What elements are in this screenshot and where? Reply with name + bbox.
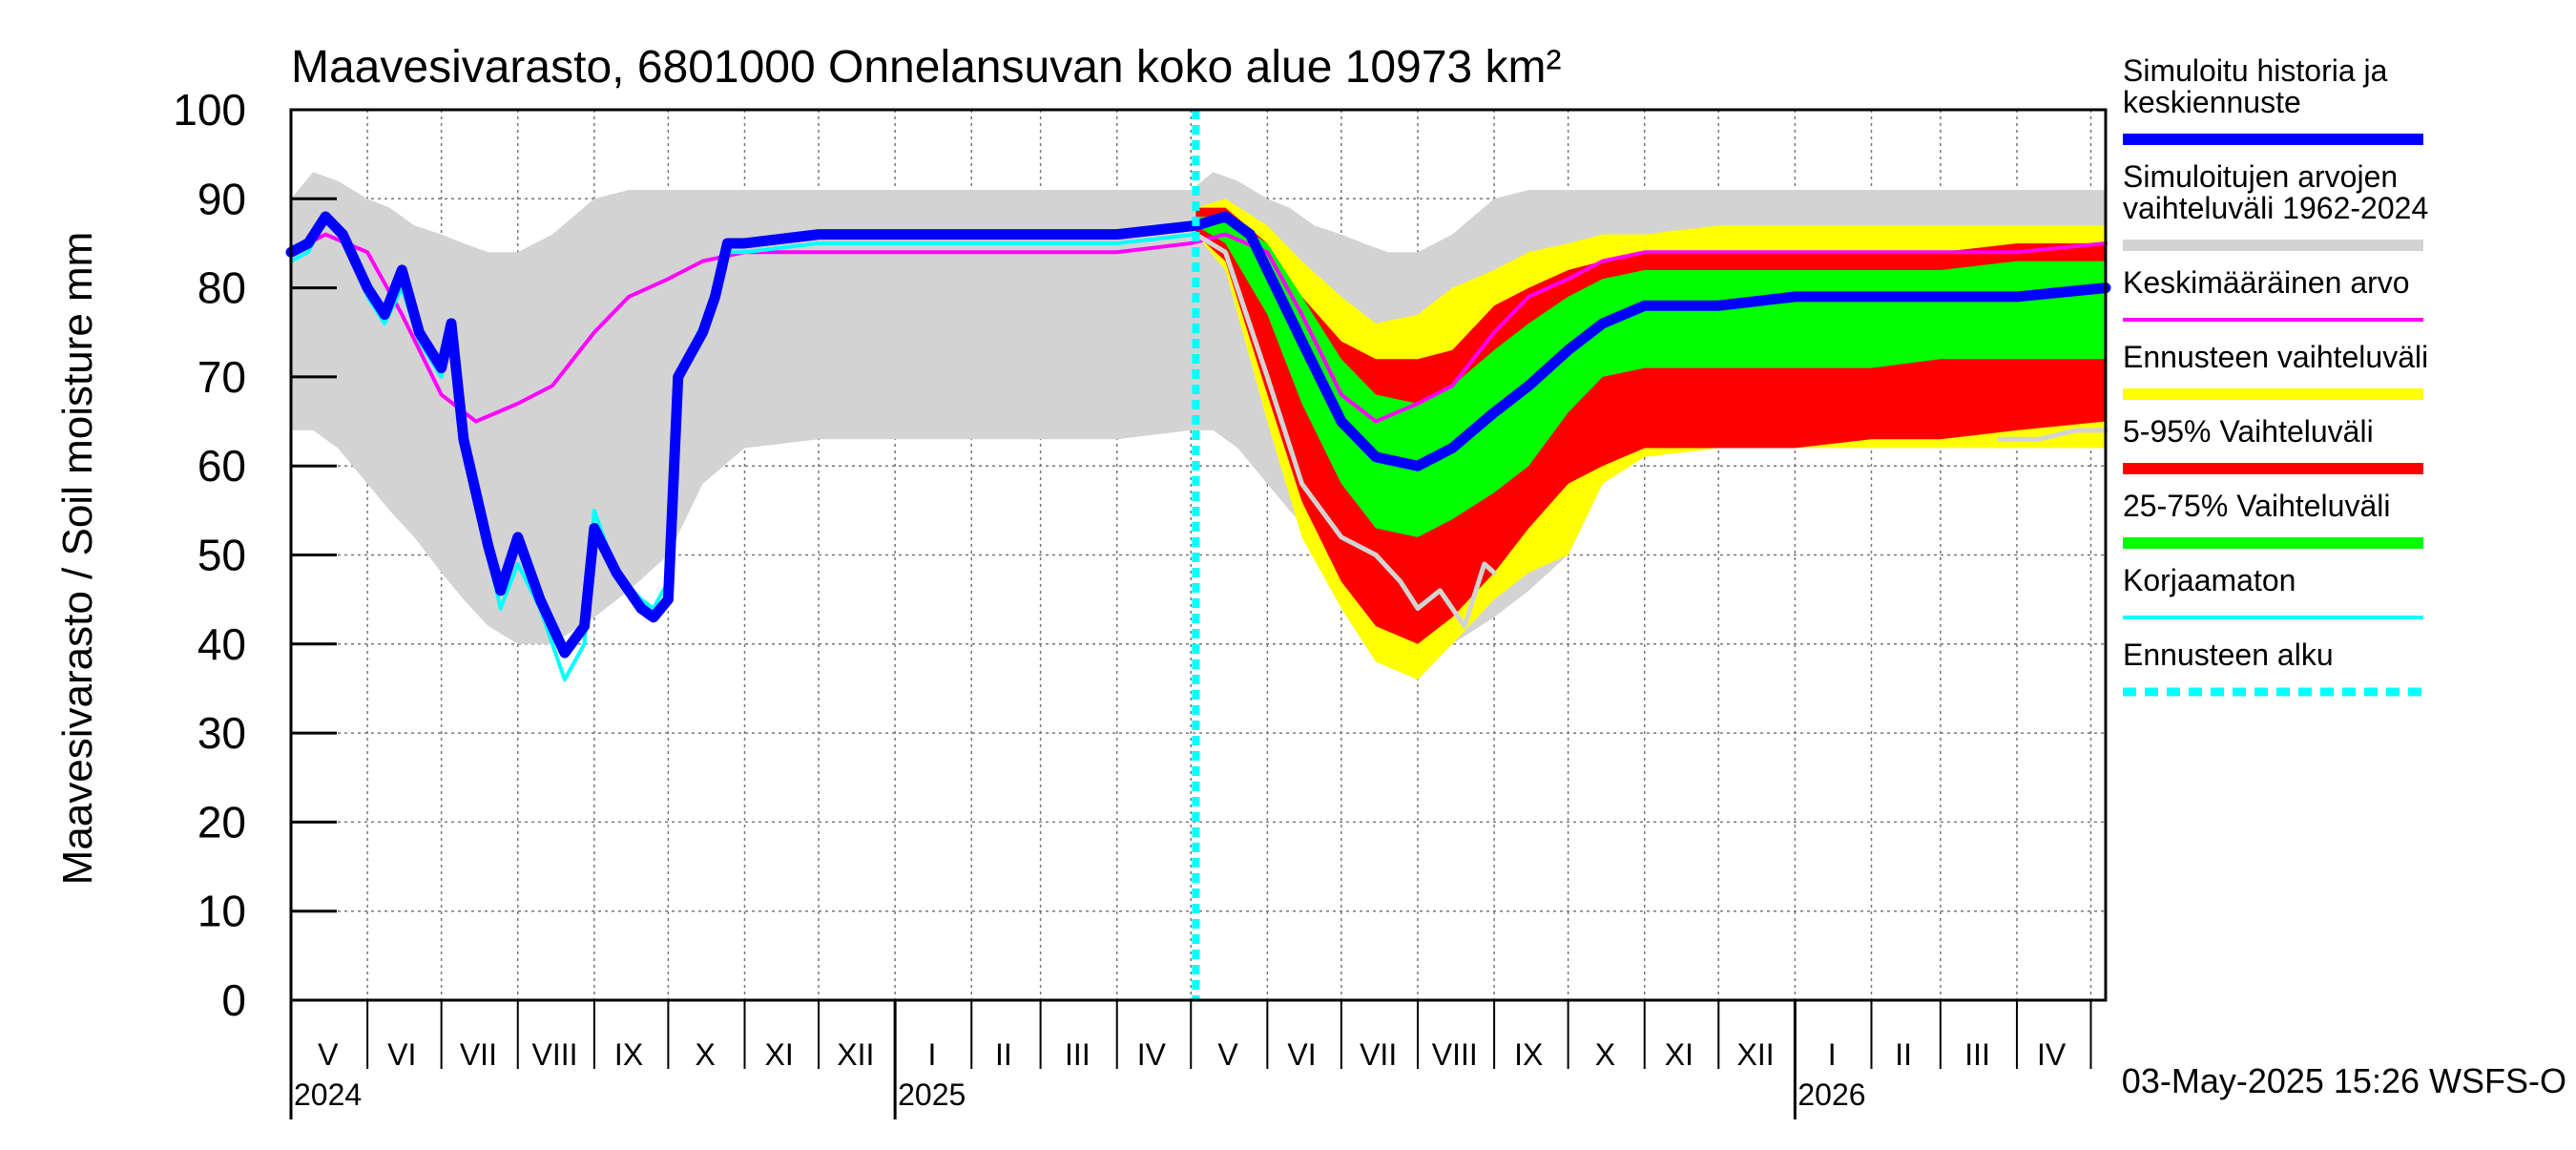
y-axis-label: Maavesivarasto / Soil moisture mm — [54, 232, 101, 886]
x-month-label: II — [1895, 1037, 1912, 1072]
y-tick-label: 50 — [197, 531, 246, 580]
x-month-label: XI — [765, 1037, 794, 1072]
series-line — [1997, 428, 2109, 442]
legend-label: Simuloitujen arvojen — [2123, 159, 2398, 194]
x-year-label: 2024 — [294, 1077, 362, 1112]
x-month-label: III — [1964, 1037, 1990, 1072]
y-tick-label: 90 — [197, 174, 246, 223]
y-tick-label: 60 — [197, 441, 246, 491]
x-year-label: 2025 — [898, 1077, 966, 1112]
y-tick-label: 10 — [197, 887, 246, 936]
series-line — [285, 211, 2111, 659]
x-month-label: XI — [1665, 1037, 1693, 1072]
y-tick-label: 80 — [197, 263, 246, 313]
y-tick-label: 70 — [197, 352, 246, 402]
x-month-label: XII — [1736, 1037, 1774, 1072]
x-month-label: IX — [1514, 1037, 1543, 1072]
x-month-label: III — [1065, 1037, 1091, 1072]
x-month-label: I — [927, 1037, 936, 1072]
y-tick-label: 100 — [173, 85, 246, 135]
x-month-label: V — [1217, 1037, 1238, 1072]
legend-label: Simuloitu historia ja — [2123, 53, 2388, 88]
x-month-label: VIII — [1432, 1037, 1478, 1072]
timestamp-label: 03-May-2025 15:26 WSFS-O — [2122, 1061, 2566, 1100]
plot-area — [285, 109, 2111, 1001]
x-year-label: 2026 — [1797, 1077, 1865, 1112]
legend-label: Keskimääräinen arvo — [2123, 265, 2410, 300]
x-month-label: V — [318, 1037, 339, 1072]
legend-label: 5-95% Vaihteluväli — [2123, 414, 2374, 449]
legend-label: vaihteluväli 1962-2024 — [2123, 191, 2428, 225]
x-month-label: IX — [614, 1037, 643, 1072]
x-month-label: XII — [837, 1037, 874, 1072]
x-month-label: VI — [1287, 1037, 1316, 1072]
legend-label: Ennusteen alku — [2123, 638, 2334, 672]
x-month-label: VI — [387, 1037, 416, 1072]
series-line — [289, 232, 2108, 424]
y-tick-label: 40 — [197, 619, 246, 669]
legend-label: keskiennuste — [2123, 85, 2301, 119]
legend-label: 25-75% Vaihteluväli — [2123, 489, 2390, 523]
legend-label: Korjaamaton — [2123, 563, 2296, 597]
series-line — [1193, 232, 1497, 629]
x-month-label: VII — [460, 1037, 497, 1072]
y-tick-label: 30 — [197, 708, 246, 758]
y-tick-label: 0 — [221, 975, 246, 1025]
chart-title: Maavesivarasto, 6801000 Onnelansuvan kok… — [291, 42, 1562, 93]
x-month-label: VIII — [532, 1037, 578, 1072]
x-month-label: X — [1595, 1037, 1615, 1072]
x-month-label: I — [1828, 1037, 1837, 1072]
x-month-label: IV — [2037, 1037, 2067, 1072]
x-month-label: X — [695, 1037, 715, 1072]
x-month-label: VII — [1360, 1037, 1397, 1072]
x-month-label: II — [995, 1037, 1012, 1072]
y-tick-label: 20 — [197, 797, 246, 847]
x-month-label: IV — [1137, 1037, 1167, 1072]
legend-label: Ennusteen vaihteluväli — [2123, 340, 2428, 374]
